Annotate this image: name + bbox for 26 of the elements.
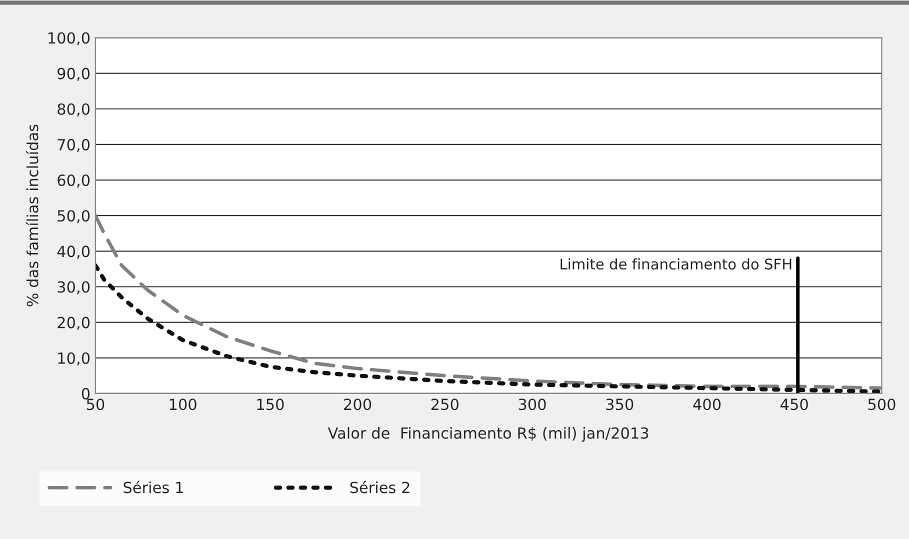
x-tick-label: 500 [868, 398, 896, 410]
y-tick-label: 0 [82, 388, 90, 400]
y-tick-label: 40,0 [57, 246, 90, 259]
x-tick-label: 250 [431, 398, 458, 410]
y-tick-label: 80,0 [58, 103, 90, 116]
y-tick-label: 30,0 [58, 281, 90, 294]
x-tick-label: 400 [693, 398, 721, 410]
x-tick-label: 350 [606, 398, 634, 410]
y-tick-label: 20,0 [58, 316, 90, 330]
x-tick-label: 450 [780, 398, 808, 410]
x-tick-label: 100 [170, 398, 196, 410]
x-tick-label: 150 [257, 398, 284, 410]
legend-label: Séries 1 [124, 480, 183, 494]
x-tick-label: 50 [86, 398, 104, 410]
y-tick-label: 60,0 [58, 174, 90, 188]
ref-line-label: Limite de financiamento do SFH [560, 258, 792, 270]
legend-label: Séries 2 [350, 480, 410, 494]
x-tick-label: 300 [518, 398, 546, 410]
x-tick-label: 200 [344, 398, 372, 410]
y-tick-label: 70,0 [58, 138, 90, 152]
y-tick-label: 10,0 [58, 352, 90, 366]
y-tick-label: 50,0 [58, 210, 90, 224]
y-axis-title: % das famílias incluídas [26, 124, 38, 306]
y-tick-label: 100,0 [48, 32, 90, 46]
x-axis-title: Valor de Financiamento R$ (mil) jan/2013 [328, 427, 648, 442]
y-tick-label: 90,0 [58, 68, 90, 81]
